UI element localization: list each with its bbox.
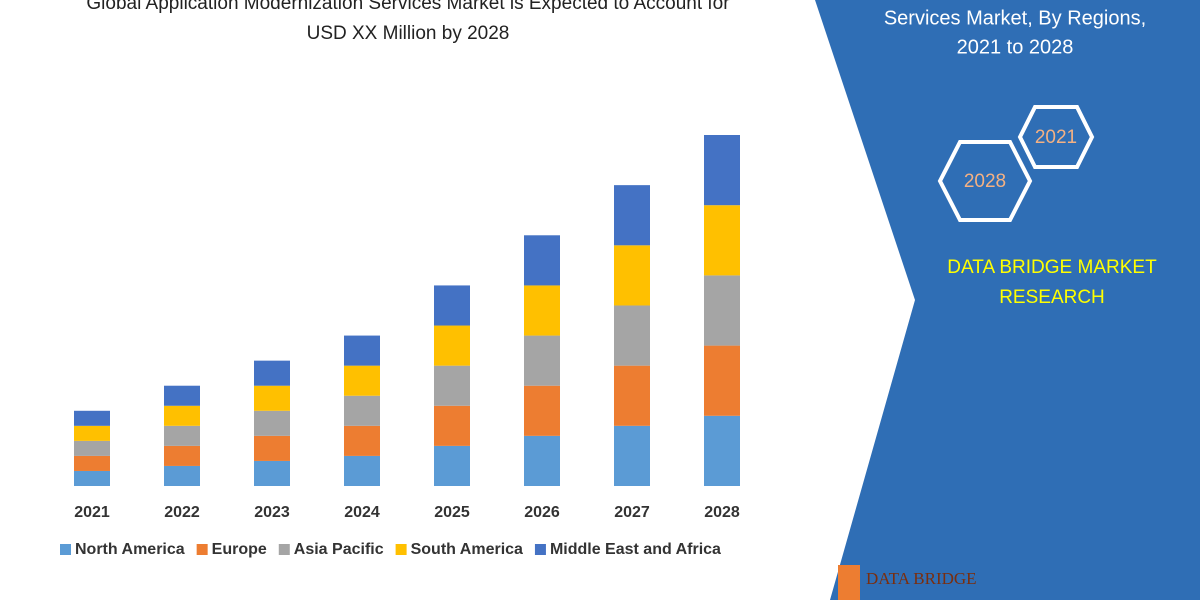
- x-tick-label: 2026: [524, 504, 560, 521]
- chart-title: USD XX Million by 2028: [307, 23, 510, 44]
- bar-segment: [74, 455, 110, 471]
- hexagon-label: 2021: [1035, 127, 1077, 148]
- bar-segment: [704, 275, 740, 346]
- bar-segment: [254, 360, 290, 386]
- x-tick-label: 2027: [614, 504, 650, 521]
- bar-segment: [614, 365, 650, 426]
- panel-title: Services Market, By Regions,: [884, 7, 1146, 29]
- chart-title: Global Application Modernization Service…: [86, 0, 730, 14]
- bar-segment: [524, 285, 560, 336]
- bar-segment: [74, 425, 110, 441]
- bar-segment: [254, 385, 290, 411]
- logo-icon: [838, 565, 860, 600]
- bar-segment: [164, 425, 200, 446]
- bar-segment: [344, 365, 380, 396]
- bar-segment: [704, 135, 740, 206]
- legend-swatch: [60, 544, 71, 555]
- legend-label: Europe: [212, 541, 267, 558]
- legend-label: Middle East and Africa: [550, 541, 721, 558]
- legend-label: Asia Pacific: [294, 541, 384, 558]
- legend-label: South America: [411, 541, 523, 558]
- bar-segment: [164, 465, 200, 486]
- brand: DATA BRIDGE MARKET: [947, 257, 1157, 278]
- hexagon: [937, 140, 1033, 222]
- x-tick-label: 2021: [74, 504, 110, 521]
- bar-segment: [254, 435, 290, 461]
- logo-text: DATA BRIDGE: [866, 569, 977, 588]
- hexagon: [1017, 105, 1095, 169]
- bar-segment: [614, 305, 650, 366]
- bar-segment: [614, 245, 650, 306]
- bar-segment: [524, 235, 560, 286]
- bar-segment: [524, 335, 560, 386]
- legend-label: North America: [75, 541, 185, 558]
- bar-segment: [434, 445, 470, 486]
- bar-segment: [704, 415, 740, 486]
- bar-segment: [524, 385, 560, 436]
- legend-swatch: [196, 544, 208, 555]
- x-tick-label: 2025: [434, 504, 470, 521]
- legend-swatch: [534, 544, 546, 555]
- brand: RESEARCH: [999, 287, 1105, 308]
- bar-segment: [164, 385, 200, 406]
- bar-segment: [254, 460, 290, 486]
- bar-segment: [164, 445, 200, 466]
- bar-segment: [614, 425, 650, 486]
- x-tick-label: 2028: [704, 504, 740, 521]
- legend-swatch: [395, 544, 407, 555]
- bar-segment: [434, 285, 470, 326]
- x-tick-label: 2024: [344, 504, 380, 521]
- panel-title: 2021 to 2028: [957, 36, 1074, 58]
- bar-segment: [344, 425, 380, 456]
- bar-segment: [164, 405, 200, 426]
- bar-segment: [704, 345, 740, 416]
- side-panel: [815, 0, 1200, 600]
- bar-segment: [434, 365, 470, 406]
- x-tick-label: 2022: [164, 504, 200, 521]
- bar-segment: [434, 325, 470, 366]
- bar-segment: [614, 185, 650, 246]
- bar-segment: [74, 440, 110, 456]
- bar-segment: [254, 410, 290, 436]
- legend-swatch: [278, 544, 290, 555]
- bar-segment: [344, 395, 380, 426]
- bar-segment: [704, 205, 740, 276]
- hexagon-label: 2028: [964, 171, 1006, 192]
- bar-segment: [74, 470, 110, 486]
- bar-segment: [74, 410, 110, 426]
- x-tick-label: 2023: [254, 504, 290, 521]
- bar-segment: [434, 405, 470, 446]
- bar-segment: [344, 455, 380, 486]
- bar-segment: [344, 335, 380, 366]
- bar-segment: [524, 435, 560, 486]
